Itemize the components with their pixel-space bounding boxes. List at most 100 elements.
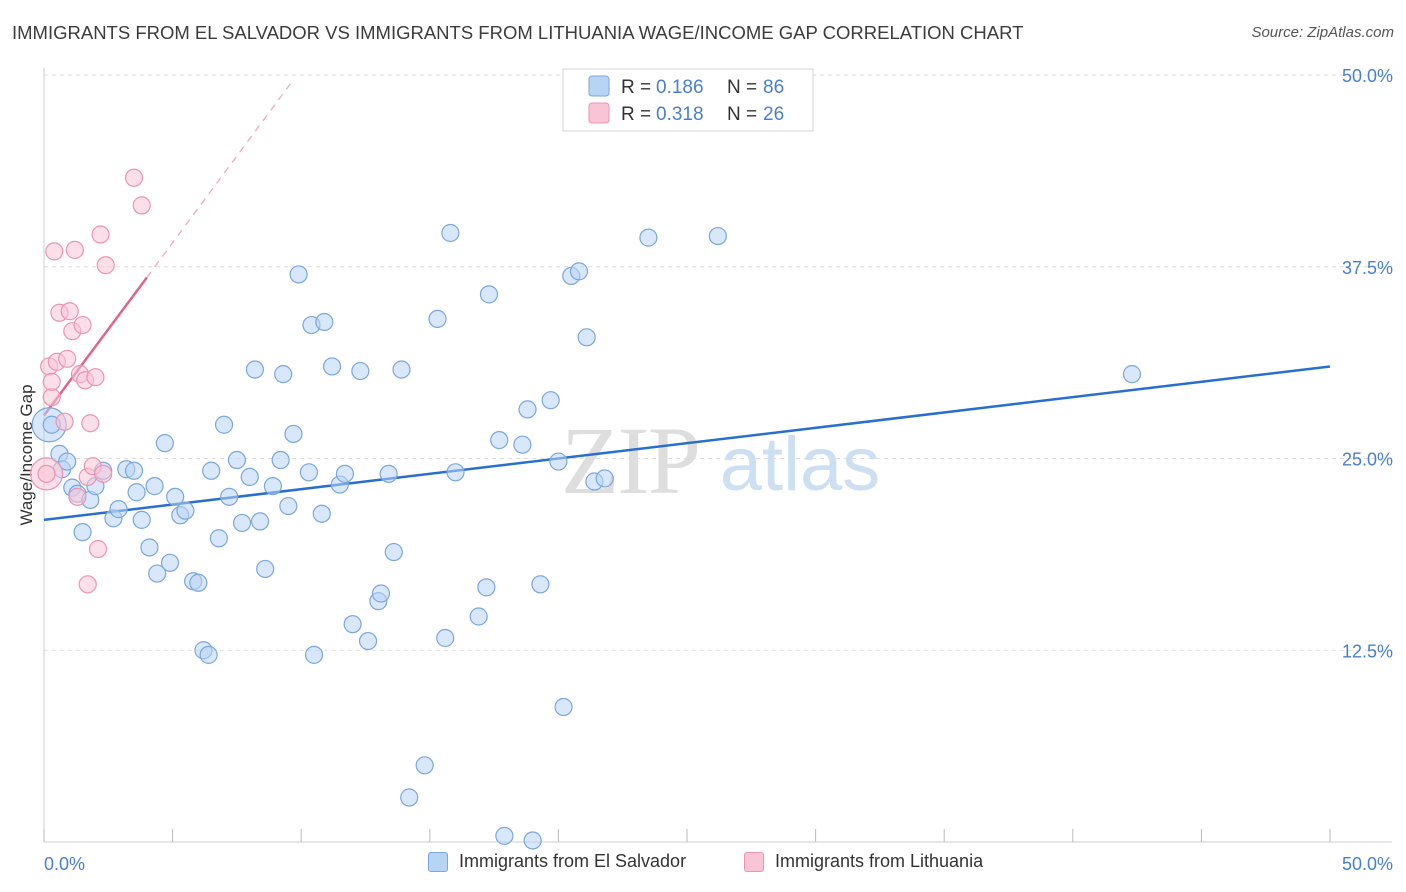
el-salvador-point-34 xyxy=(240,467,259,487)
el-salvador-point-48 xyxy=(315,312,334,332)
el-salvador-point-13 xyxy=(124,461,144,480)
el-salvador-point-69 xyxy=(490,430,509,450)
el-salvador-point-60 xyxy=(400,788,419,807)
bottom-legend: Immigrants from El Salvador Immigrants f… xyxy=(0,851,1406,877)
bottom-legend-label-el-salvador: Immigrants from El Salvador xyxy=(459,851,687,871)
el-salvador-point-38 xyxy=(263,477,283,496)
el-salvador-point-59 xyxy=(392,360,411,379)
el-salvador-point-74 xyxy=(531,575,550,594)
legend-r-label-2: R = xyxy=(621,104,651,125)
lithuania-point-4 xyxy=(45,242,64,261)
series-el-salvador-points xyxy=(31,223,1142,850)
el-salvador-point-63 xyxy=(436,628,455,648)
el-salvador-point-3 xyxy=(58,452,77,471)
el-salvador-point-28 xyxy=(202,461,221,480)
lithuania-point-9 xyxy=(60,302,79,321)
source-credit: Source: ZipAtlas.com xyxy=(1251,24,1394,41)
lithuania-point-20 xyxy=(88,539,108,559)
axes xyxy=(43,68,1392,843)
el-salvador-point-43 xyxy=(289,265,308,284)
watermark: ZIP atlas xyxy=(561,407,880,514)
el-salvador-point-49 xyxy=(322,357,342,376)
chart-title: IMMIGRANTS FROM EL SALVADOR VS IMMIGRANT… xyxy=(12,22,1024,43)
lithuania-point-17 xyxy=(81,414,100,433)
el-salvador-point-62 xyxy=(428,309,447,329)
legend-swatch-lithuania xyxy=(588,102,610,124)
el-salvador-point-41 xyxy=(279,496,298,516)
el-salvador-point-16 xyxy=(140,538,159,557)
el-salvador-point-70 xyxy=(495,826,514,845)
el-salvador-point-11 xyxy=(109,500,128,519)
el-salvador-point-29 xyxy=(209,529,228,548)
el-salvador-point-65 xyxy=(446,463,465,482)
el-salvador-point-84 xyxy=(708,226,727,246)
el-salvador-point-53 xyxy=(351,361,370,381)
el-salvador-point-64 xyxy=(441,223,460,243)
el-salvador-point-33 xyxy=(232,513,252,533)
el-salvador-point-52 xyxy=(343,615,362,634)
lithuania-point-25 xyxy=(132,196,151,215)
el-salvador-point-27 xyxy=(199,645,218,664)
el-salvador-point-47 xyxy=(312,504,331,523)
el-salvador-point-67 xyxy=(477,578,496,597)
el-salvador-point-6 xyxy=(73,523,92,542)
el-salvador-point-31 xyxy=(220,487,239,506)
el-salvador-point-68 xyxy=(479,285,499,304)
el-salvador-point-20 xyxy=(160,553,180,572)
lithuania-point-26 xyxy=(78,575,97,594)
el-salvador-point-19 xyxy=(155,434,174,453)
el-salvador-point-85 xyxy=(1122,365,1142,384)
el-salvador-point-36 xyxy=(250,512,270,531)
legend-r-value-2: 0.318 xyxy=(656,104,704,125)
el-salvador-point-15 xyxy=(132,510,151,529)
el-salvador-point-76 xyxy=(549,452,568,471)
el-salvador-point-42 xyxy=(284,424,303,444)
el-salvador-point-18 xyxy=(148,564,167,583)
lithuania-point-0 xyxy=(37,464,56,483)
y-tick-label-2: 37.5% xyxy=(1342,258,1393,278)
el-salvador-point-54 xyxy=(358,631,378,651)
el-salvador-point-23 xyxy=(176,501,195,520)
el-salvador-point-72 xyxy=(518,400,537,419)
el-salvador-point-21 xyxy=(166,487,185,506)
el-salvador-point-39 xyxy=(271,450,290,470)
el-salvador-point-46 xyxy=(304,645,324,664)
el-salvador-point-61 xyxy=(415,756,434,775)
x-tick-label-max: 50.0% xyxy=(1342,854,1393,874)
legend-n-label-1: N = xyxy=(727,77,757,98)
el-salvador-point-82 xyxy=(595,469,614,488)
bottom-legend-item-el-salvador: Immigrants from El Salvador xyxy=(428,851,686,872)
lithuania-point-12 xyxy=(68,487,87,506)
bottom-legend-swatch-lithuania xyxy=(744,851,764,872)
legend-r-value-1: 0.186 xyxy=(656,77,704,98)
y-tick-label-3: 50.0% xyxy=(1342,66,1393,86)
y-tick-labels: 12.5% 25.0% 37.5% 50.0% xyxy=(1342,66,1393,661)
el-salvador-point-40 xyxy=(274,365,293,384)
el-salvador-point-25 xyxy=(189,573,208,592)
watermark-atlas: atlas xyxy=(720,422,881,507)
lithuania-point-21 xyxy=(91,225,110,244)
y-tick-label-0: 12.5% xyxy=(1342,641,1393,661)
x-tick-labels: 0.0% 50.0% xyxy=(44,854,1393,874)
trend-line-el-salvador xyxy=(43,365,1331,522)
y-tick-label-1: 25.0% xyxy=(1342,450,1393,470)
legend-r-label-1: R = xyxy=(621,77,651,98)
el-salvador-point-73 xyxy=(523,831,542,850)
legend-n-value-2: 26 xyxy=(763,104,784,125)
el-salvador-point-57 xyxy=(379,464,398,483)
lithuania-point-24 xyxy=(124,168,144,187)
lithuania-point-3 xyxy=(42,372,61,391)
el-salvador-point-66 xyxy=(469,607,488,626)
series-lithuania-points xyxy=(29,168,151,594)
x-tick-label-min: 0.0% xyxy=(44,854,85,874)
el-salvador-point-30 xyxy=(214,415,234,434)
el-salvador-point-79 xyxy=(569,262,589,281)
el-salvador-point-37 xyxy=(256,559,275,579)
el-salvador-point-83 xyxy=(639,228,658,247)
trend-line-lithuania xyxy=(42,276,148,417)
lithuania-point-11 xyxy=(65,240,84,259)
grid-lines xyxy=(44,74,1392,651)
lithuania-point-8 xyxy=(58,349,77,368)
bottom-legend-label-lithuania: Immigrants from Lithuania xyxy=(775,851,984,871)
